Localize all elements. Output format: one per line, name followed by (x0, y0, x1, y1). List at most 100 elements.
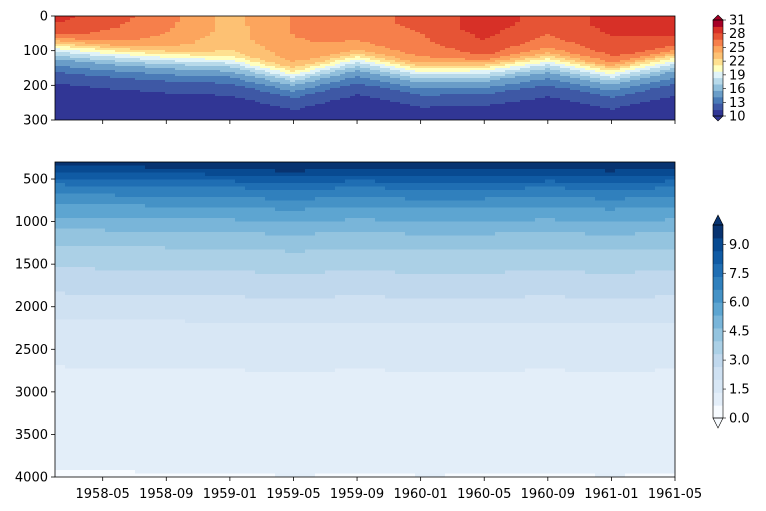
contour-cell (340, 88, 346, 91)
contour-cell (340, 24, 346, 27)
contour-cell (505, 40, 511, 43)
contour-cell (490, 66, 496, 69)
contour-cell (60, 56, 66, 59)
contour-cell (120, 112, 126, 115)
contour-cell (455, 30, 461, 33)
contour-cell (390, 22, 396, 25)
contour-cell (450, 98, 456, 101)
contour-cell (380, 76, 386, 79)
contour-cell (455, 110, 461, 113)
contour-cell (280, 94, 286, 97)
contour-cell (295, 74, 301, 77)
contour-cell (75, 20, 81, 23)
contour-cell (320, 100, 326, 103)
contour-cell (510, 90, 516, 93)
contour-cell (520, 88, 526, 91)
contour-cell (265, 114, 271, 117)
contour-cell (280, 100, 286, 103)
contour-cell (370, 36, 376, 39)
contour-cell (355, 30, 361, 33)
contour-cell (110, 26, 116, 29)
contour-cell (375, 100, 381, 103)
contour-cell (215, 18, 221, 21)
contour-cell (335, 50, 341, 53)
contour-cell (235, 104, 241, 107)
contour-cell (445, 92, 451, 95)
contour-cell (270, 34, 276, 37)
contour-cell (425, 82, 431, 85)
contour-cell (410, 68, 416, 71)
contour-cell (125, 76, 131, 79)
contour-cell (260, 16, 266, 19)
contour-cell (60, 34, 66, 37)
contour-cell (75, 86, 81, 89)
contour-cell (465, 118, 471, 120)
contour-cell (280, 36, 286, 39)
contour-cell (430, 78, 436, 81)
contour-cell (95, 16, 101, 19)
contour-cell (520, 62, 526, 65)
contour-cell (455, 108, 461, 111)
contour-cell (100, 66, 106, 69)
contour-cell (455, 56, 461, 59)
contour-cell (415, 34, 421, 37)
contour-cell (140, 88, 146, 91)
contour-cell (380, 74, 386, 77)
contour-cell (530, 100, 536, 103)
contour-cell (70, 54, 76, 57)
contour-cell (510, 42, 516, 45)
contour-cell (480, 88, 486, 91)
contour-cell (135, 22, 141, 25)
contour-cell (450, 30, 456, 33)
contour-cell (515, 86, 521, 89)
contour-cell (65, 18, 71, 21)
contour-cell (475, 16, 481, 19)
contour-cell (275, 46, 281, 49)
contour-cell (65, 118, 71, 120)
contour-cell (100, 78, 106, 81)
contour-cell (130, 54, 136, 57)
contour-cell (275, 116, 281, 119)
contour-cell (290, 102, 296, 105)
contour-cell (180, 112, 186, 115)
contour-cell (400, 106, 406, 109)
contour-cell (515, 90, 521, 93)
contour-cell (370, 40, 376, 43)
contour-cell (165, 52, 171, 55)
contour-cell (450, 46, 456, 49)
contour-cell (115, 34, 121, 37)
contour-cell (170, 64, 176, 67)
contour-cell (65, 98, 71, 101)
contour-cell (90, 118, 96, 120)
contour-cell (240, 80, 246, 83)
contour-cell (55, 70, 61, 73)
contour-cell (510, 38, 516, 41)
contour-cell (180, 30, 186, 33)
contour-cell (110, 118, 116, 120)
contour-cell (315, 98, 321, 101)
contour-cell (105, 96, 111, 99)
contour-cell (525, 66, 531, 69)
contour-cell (310, 20, 316, 23)
contour-cell (305, 58, 311, 61)
contour-cell (90, 54, 96, 57)
contour-cell (215, 48, 221, 51)
contour-cell (490, 72, 496, 75)
contour-cell (205, 96, 211, 99)
contour-cell (465, 40, 471, 43)
contour-cell (450, 34, 456, 37)
contour-cell (350, 108, 356, 111)
contour-cell (205, 114, 211, 117)
contour-cell (305, 108, 311, 111)
contour-cell (240, 76, 246, 79)
contour-cell (415, 90, 421, 93)
contour-cell (210, 58, 216, 61)
contour-cell (330, 26, 336, 29)
contour-cell (490, 70, 496, 73)
contour-cell (275, 72, 281, 75)
contour-cell (330, 46, 336, 49)
contour-cell (390, 112, 396, 115)
contour-cell (100, 44, 106, 47)
contour-cell (450, 90, 456, 93)
contour-cell (475, 68, 481, 71)
